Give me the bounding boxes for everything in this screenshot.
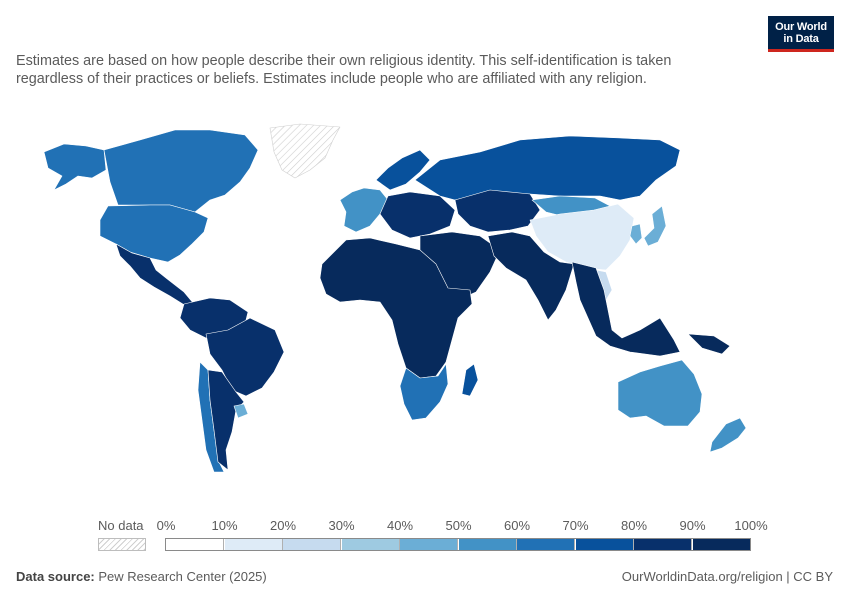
legend-swatch-0-10%[interactable] xyxy=(166,538,224,551)
legend-swatch-90-100%[interactable] xyxy=(692,538,751,551)
legend-tick-10%: 10% xyxy=(211,518,238,533)
legend-swatch-20-30%[interactable] xyxy=(283,538,341,551)
region-papua-new-guinea[interactable] xyxy=(687,333,731,355)
region-kazakhstan-central-asia[interactable] xyxy=(454,189,541,233)
legend-swatch-40-50%[interactable] xyxy=(400,538,458,551)
footer-link[interactable]: OurWorldinData.org/religion | CC BY xyxy=(621,569,833,584)
region-australia[interactable] xyxy=(617,359,703,427)
region-china[interactable] xyxy=(529,203,635,271)
legend-swatch-30-40%[interactable] xyxy=(341,538,400,551)
world-map[interactable] xyxy=(0,100,850,505)
region-argentina[interactable] xyxy=(207,369,245,471)
region-southeast-asia[interactable] xyxy=(571,261,681,357)
legend-swatch-10-20%[interactable] xyxy=(224,538,283,551)
logo-line-2: in Data xyxy=(783,33,819,45)
region-korea[interactable] xyxy=(629,223,643,245)
region-greenland[interactable] xyxy=(269,123,341,179)
data-source-label: Data source: xyxy=(16,569,95,584)
legend-tick-20%: 20% xyxy=(269,518,297,533)
legend-swatch-50-60%[interactable] xyxy=(458,538,517,551)
region-alaska-usa[interactable] xyxy=(43,143,107,191)
legend-swatch-60-70%[interactable] xyxy=(517,538,575,551)
region-eastern-europe[interactable] xyxy=(379,191,456,239)
legend-swatch-80-90%[interactable] xyxy=(634,538,692,551)
legend-tick-70%: 70% xyxy=(562,518,589,533)
region-western-europe[interactable] xyxy=(339,187,389,233)
legend-no-data-swatch[interactable] xyxy=(98,538,146,551)
legend: No data 0% 10% 20% 30% 40% 50% 60% 70% 80% 90% 100… xyxy=(0,510,850,555)
legend-tick-30%: 30% xyxy=(328,518,355,533)
legend-tick-40%: 40% xyxy=(386,518,414,533)
legend-tick-80%: 80% xyxy=(620,518,648,533)
data-source: Data source: Pew Research Center (2025) xyxy=(16,569,267,584)
region-india-south-asia[interactable] xyxy=(487,231,575,321)
region-russia[interactable] xyxy=(414,135,681,201)
legend-tick-0%: 0% xyxy=(156,518,176,533)
legend-tick-60%: 60% xyxy=(503,518,531,533)
region-united-states[interactable] xyxy=(99,204,209,263)
legend-swatch-70-80%[interactable] xyxy=(575,538,634,551)
region-madagascar[interactable] xyxy=(461,363,479,397)
legend-tick-50%: 50% xyxy=(445,518,472,533)
legend-no-data-label: No data xyxy=(98,518,144,533)
legend-tick-100%: 100% xyxy=(734,518,768,533)
region-africa[interactable] xyxy=(319,237,473,379)
chart-subtitle: Estimates are based on how people descri… xyxy=(16,53,672,87)
owid-logo[interactable]: Our World in Data xyxy=(768,16,834,52)
region-scandinavia[interactable] xyxy=(375,149,431,191)
region-southern-africa[interactable] xyxy=(399,363,449,421)
data-source-value[interactable]: Pew Research Center (2025) xyxy=(98,569,267,584)
region-canada[interactable] xyxy=(103,129,259,213)
region-uruguay[interactable] xyxy=(233,403,249,419)
logo-line-1: Our World xyxy=(775,21,827,33)
region-japan[interactable] xyxy=(643,205,667,247)
region-new-zealand[interactable] xyxy=(709,417,747,453)
legend-tick-90%: 90% xyxy=(679,518,706,533)
